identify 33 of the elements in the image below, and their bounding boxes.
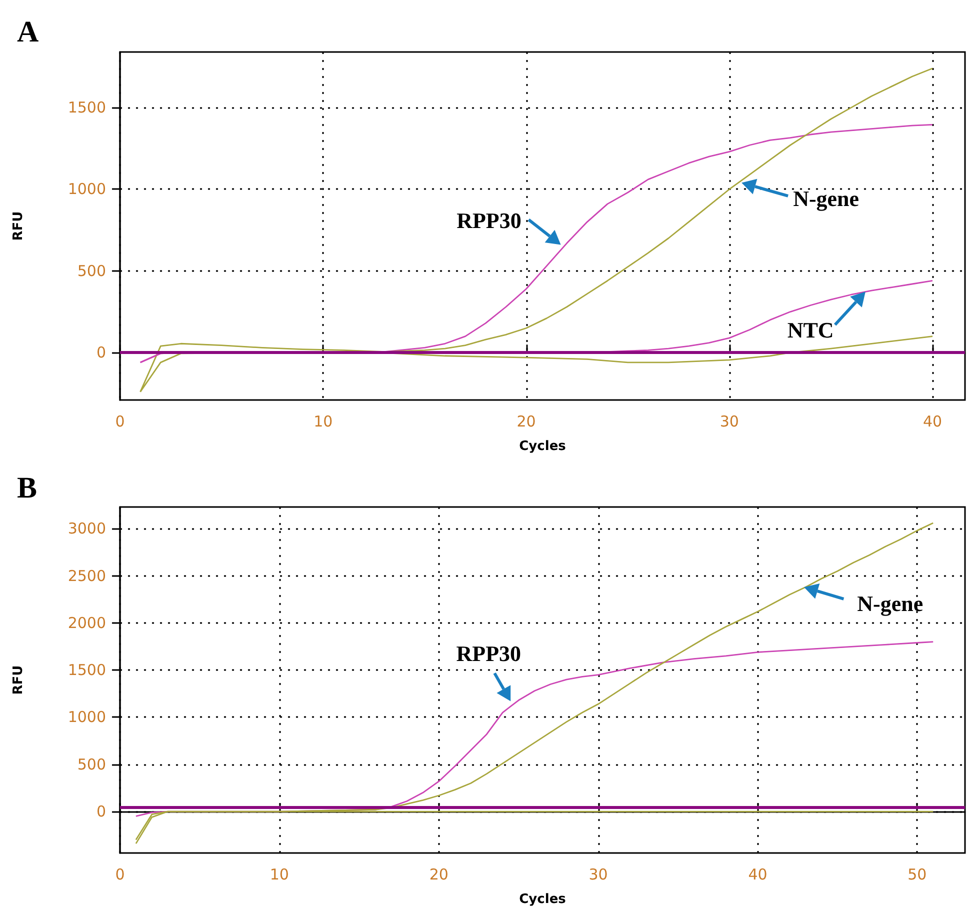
y-tick-label: 1000 (68, 180, 106, 198)
annotation: RPP30 (456, 208, 522, 233)
x-tick-label: 30 (588, 866, 608, 884)
y-tick-label: 500 (77, 755, 106, 774)
x-axis-title: Cycles (519, 892, 566, 907)
annotation: N-gene (857, 591, 924, 616)
y-tick-label: 1500 (68, 98, 106, 117)
chart-title: B (17, 472, 38, 504)
y-tick-label: 0 (96, 344, 106, 362)
chart-title: A (17, 16, 39, 48)
x-tick-label: 40 (922, 412, 942, 430)
y-tick-label: 1500 (68, 661, 106, 680)
x-axis-title: Cycles (519, 439, 566, 454)
y-tick-label: 2500 (68, 566, 106, 585)
y-tick-label: 3000 (68, 520, 106, 538)
y-tick-label: 500 (77, 262, 106, 280)
x-tick-label: 40 (748, 866, 768, 884)
x-tick-label: 20 (516, 412, 536, 430)
x-tick-label: 0 (115, 412, 125, 430)
annotation: N-gene (793, 186, 860, 211)
y-axis-title: RFU (11, 665, 26, 695)
x-tick-label: 0 (115, 866, 125, 884)
annotation: RPP30 (456, 640, 522, 666)
y-axis-title: RFU (11, 211, 26, 241)
x-tick-label: 20 (429, 866, 448, 884)
x-tick-label: 10 (314, 412, 333, 430)
x-tick-label: 30 (720, 412, 739, 430)
annotation: NTC (787, 317, 834, 342)
x-tick-label: 50 (908, 866, 927, 884)
y-tick-label: 1000 (68, 708, 106, 726)
y-tick-label: 0 (96, 802, 106, 821)
y-tick-label: 2000 (68, 614, 106, 632)
x-tick-label: 10 (270, 866, 289, 884)
